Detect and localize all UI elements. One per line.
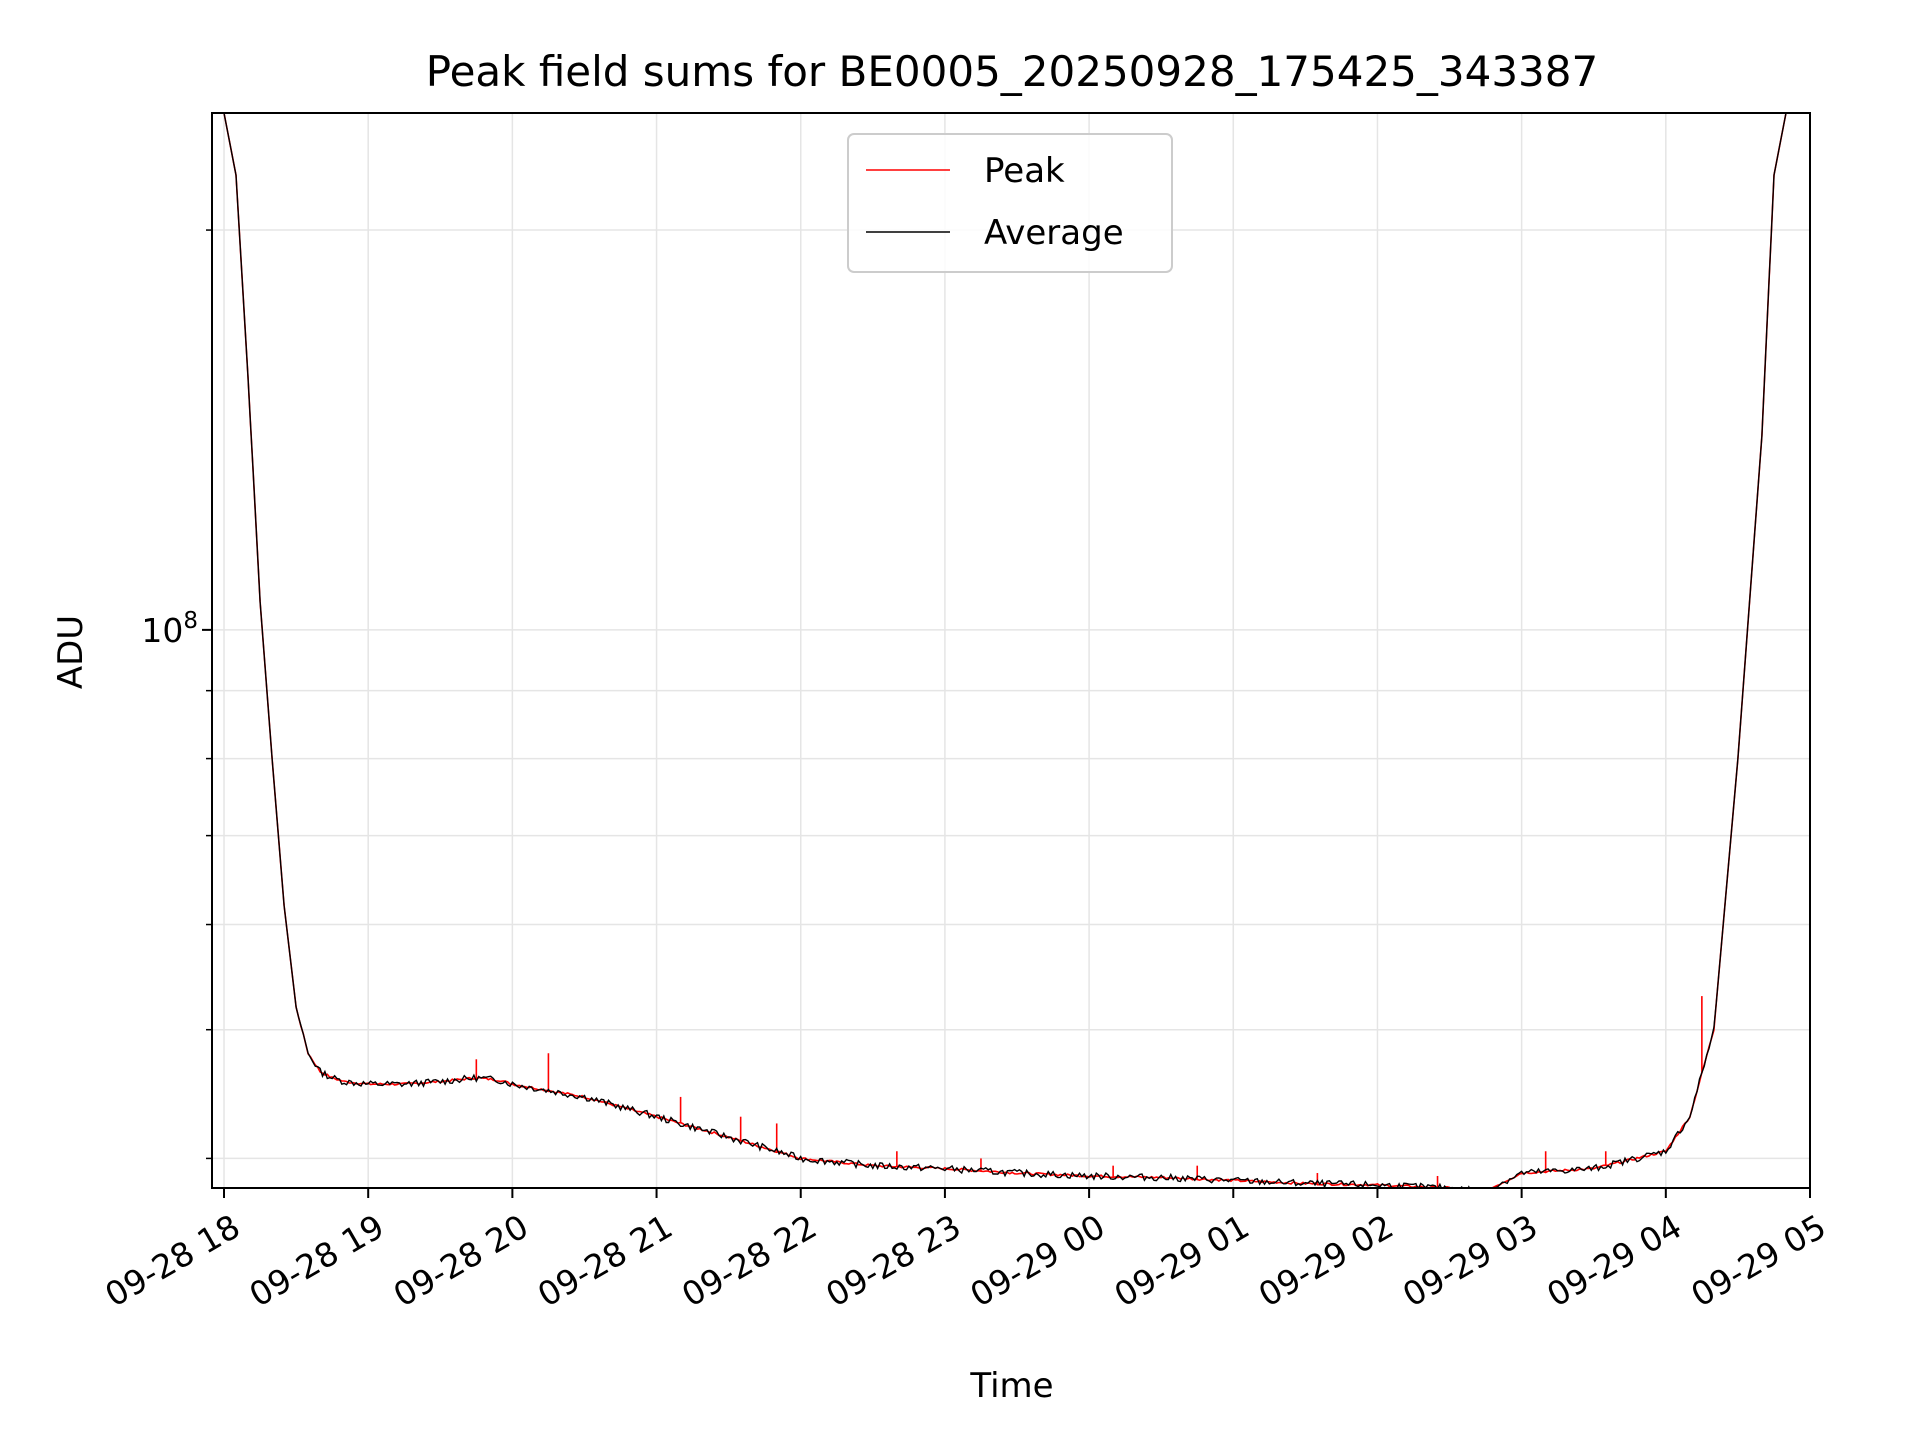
plot-frame <box>211 112 1811 1189</box>
chart-title: Peak field sums for BE0005_20250928_1754… <box>426 47 1598 96</box>
y-axis-label: ADU <box>51 615 91 689</box>
legend-box <box>847 133 1173 273</box>
grid <box>212 113 1811 1188</box>
legend-label-average: Average <box>984 213 1124 253</box>
series-line-average <box>223 113 1787 1188</box>
y-tick-label: 108 <box>141 608 198 650</box>
series-layer <box>223 113 1787 1188</box>
legend: Peak Average <box>847 133 1173 273</box>
x-axis-label: Time <box>969 1366 1053 1406</box>
legend-label-peak: Peak <box>984 151 1065 191</box>
y-axis: 108 <box>141 229 212 1160</box>
